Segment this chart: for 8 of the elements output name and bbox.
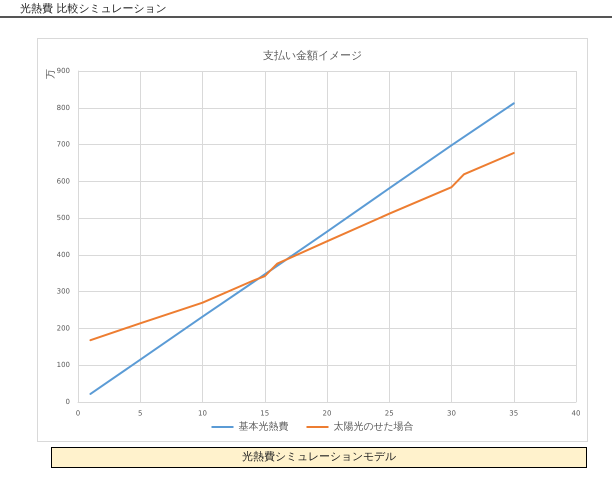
legend-label: 基本光熱費 — [238, 420, 288, 432]
text: 光熱費 比較シミュレーション — [20, 2, 166, 15]
y-axis-title: 万 — [46, 69, 56, 79]
chart-title: 支払い金額イメージ — [263, 49, 362, 62]
line-series — [89, 102, 515, 395]
text: 光熱費シミュレーションモデル — [242, 449, 396, 465]
line-series — [89, 152, 515, 342]
legend-label: 太陽光のせた場合 — [334, 420, 414, 432]
